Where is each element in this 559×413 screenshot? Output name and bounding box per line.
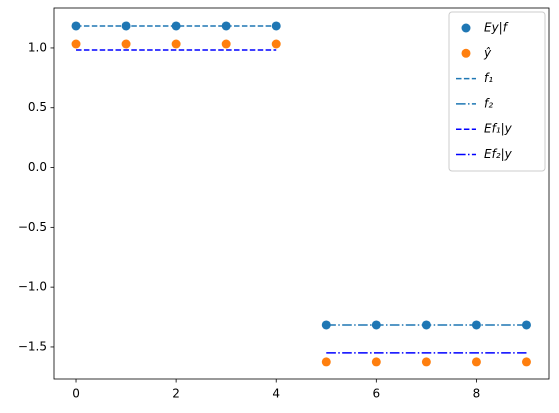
legend: Ey|f ŷ f₁ f₂ Ef₁|y Ef₂|y <box>448 11 546 172</box>
legend-entry: Ef₂|y <box>456 147 513 161</box>
legend-label: f₂ <box>484 96 493 110</box>
point <box>321 357 331 367</box>
legend-entry: f₁ <box>456 71 493 85</box>
legend-label: Ef₁|y <box>484 122 513 136</box>
legend-entry: Ey|f <box>461 21 509 35</box>
point <box>221 39 231 49</box>
point <box>71 39 81 49</box>
legend-box <box>448 11 546 172</box>
y-tick-label: −0.5 <box>18 220 47 234</box>
point <box>371 357 381 367</box>
y-tick-label: 0.0 <box>28 160 47 174</box>
legend-entry: ŷ <box>461 46 492 60</box>
legend-symbol <box>461 23 471 33</box>
point <box>121 39 131 49</box>
legend-entry: Ef₁|y <box>456 122 513 136</box>
x-tick-label: 0 <box>72 387 80 401</box>
legend-label: ŷ <box>483 46 492 60</box>
point <box>521 357 531 367</box>
y-tick-label: 1.0 <box>28 40 47 54</box>
y-tick-label: −1.5 <box>18 339 47 353</box>
legend-label: Ef₂|y <box>484 147 513 161</box>
point <box>471 357 481 367</box>
legend-label: f₁ <box>484 71 493 85</box>
y-tick-label: −1.0 <box>18 280 47 294</box>
point <box>171 39 181 49</box>
y-tick-label: 0.5 <box>28 100 47 114</box>
plot-frame <box>53 7 550 380</box>
legend-symbol <box>461 48 471 58</box>
legend-entry: f₂ <box>456 96 493 110</box>
point <box>271 39 281 49</box>
x-tick-label: 6 <box>373 387 381 401</box>
point <box>421 357 431 367</box>
x-tick-label: 8 <box>473 387 481 401</box>
legend-label: Ey|f <box>484 21 509 35</box>
x-tick-label: 4 <box>272 387 280 401</box>
x-tick-label: 2 <box>172 387 180 401</box>
